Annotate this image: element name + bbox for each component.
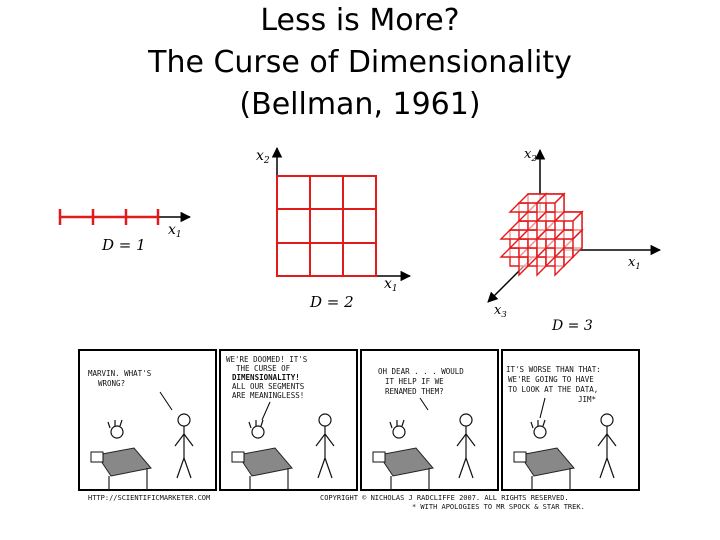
diagram-3d: x2 x1 x3 D = 3 (487, 147, 662, 334)
standing-figure-arms (315, 433, 335, 447)
x1-axis-label-3d: x1 (628, 255, 641, 272)
sitting-figure-hands (530, 419, 546, 429)
cube-face (572, 210, 583, 241)
sitting-figure-hands (107, 419, 123, 429)
standing-figure-legs (458, 457, 474, 479)
sitting-figure-head (251, 425, 265, 439)
comic-strip: MARVIN. WHAT'S WRONG? WE'RE DOOMED! IT'S… (78, 349, 640, 511)
cube-face (554, 192, 565, 223)
sitting-figure-hands (248, 419, 264, 429)
sitting-figure-hands (389, 419, 405, 429)
x1-axis-label-2d: x1 (384, 276, 398, 294)
desk (237, 447, 293, 477)
x3-axis-label-3d: x3 (494, 303, 507, 320)
chair (90, 451, 104, 463)
standing-figure-legs (317, 457, 333, 479)
comic-footer-url: HTTP://SCIENTIFICMARKETER.COM (88, 494, 210, 502)
diagram-1d: x1 D = 1 (58, 209, 192, 254)
standing-figure-legs (599, 457, 615, 479)
comic-footer-copyright: COPYRIGHT © NICHOLAS J RADCLIFFE 2007. A… (320, 494, 569, 502)
speech-tails (159, 391, 546, 421)
x1-axis-label: x1 (168, 222, 182, 240)
standing-figure-head (600, 413, 614, 427)
desk (378, 447, 434, 477)
chair (513, 451, 527, 463)
sitting-figure-head (533, 425, 547, 439)
chair (231, 451, 245, 463)
comic-panel-art (90, 413, 617, 490)
comic-panel-1-text: MARVIN. WHAT'S WRONG? (88, 369, 156, 388)
standing-figure-legs (176, 457, 192, 479)
chair (372, 451, 386, 463)
title-line-3: (Bellman, 1961) (239, 87, 481, 122)
x2-axis-label-3d: x2 (524, 147, 537, 164)
cube-stack-3d (499, 192, 584, 277)
slide-title: Less is More? The Curse of Dimensionalit… (0, 0, 720, 126)
standing-figure-head (177, 413, 191, 427)
comic-panel-3-text: OH DEAR . . . WOULD IT HELP IF WE RENAME… (378, 367, 468, 396)
x2-axis-label: x2 (256, 148, 270, 166)
standing-figure-arms (597, 433, 617, 447)
dimension-label-3d: D = 3 (551, 318, 593, 334)
dimension-label-1d: D = 1 (101, 236, 146, 254)
standing-figure-arms (174, 433, 194, 447)
comic-footer-apology: * WITH APOLOGIES TO MR SPOCK & STAR TREK… (412, 503, 585, 511)
comic-panel-4-text: IT'S WORSE THAN THAT: WE'RE GOING TO HAV… (506, 365, 605, 404)
desk (519, 447, 575, 477)
grid-2d (276, 175, 377, 277)
dimension-label-2d: D = 2 (309, 293, 354, 311)
sitting-figure-head (110, 425, 124, 439)
standing-figure-head (318, 413, 332, 427)
desk (96, 447, 152, 477)
title-line-2: The Curse of Dimensionality (148, 45, 572, 80)
segments-1d (58, 209, 160, 225)
standing-figure-arms (456, 433, 476, 447)
sitting-figure-head (392, 425, 406, 439)
comic-panel-2-text: WE'RE DOOMED! IT'S THE CURSE OF DIMENSIO… (226, 355, 312, 400)
title-line-1: Less is More? (260, 3, 460, 38)
diagram-2d: x2 x1 D = 2 (256, 146, 412, 311)
standing-figure-head (459, 413, 473, 427)
